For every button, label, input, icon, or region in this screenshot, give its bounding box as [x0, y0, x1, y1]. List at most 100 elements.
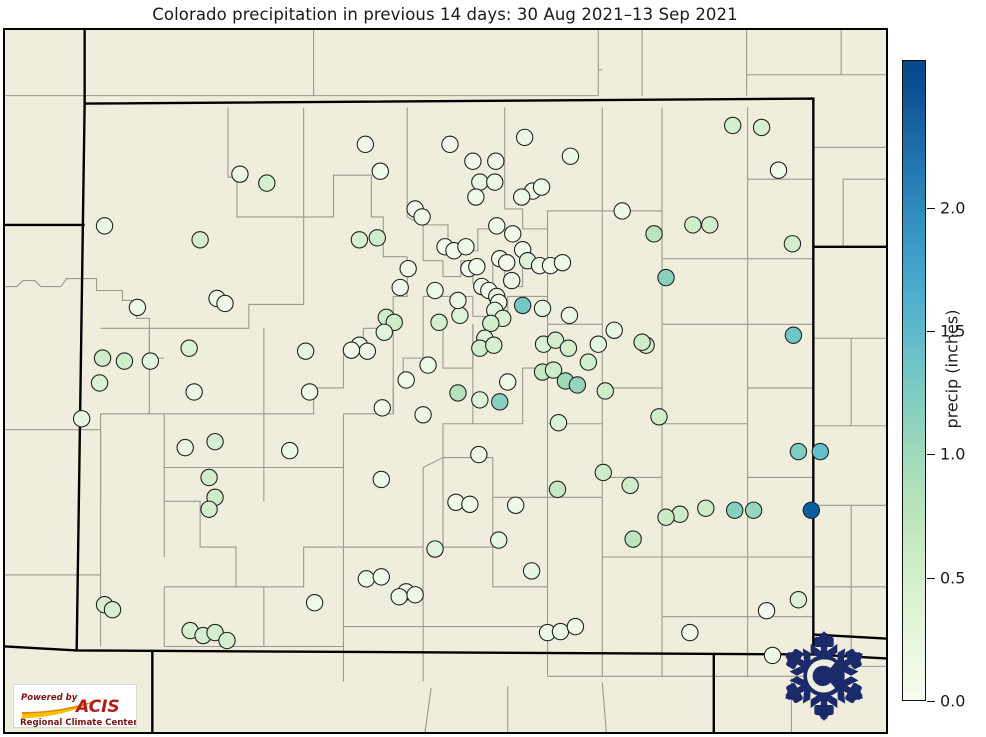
station-marker[interactable] — [744, 501, 763, 519]
station-marker[interactable] — [414, 406, 432, 424]
colorbar[interactable]: 2.0 1.5 1.0 0.5 0.0 — [902, 60, 965, 711]
station-marker[interactable] — [373, 399, 391, 417]
station-marker[interactable] — [566, 617, 585, 636]
station-marker[interactable] — [115, 352, 134, 370]
station-marker[interactable] — [467, 188, 485, 206]
station-marker[interactable] — [485, 336, 503, 354]
station-marker[interactable] — [621, 476, 639, 495]
station-marker[interactable] — [512, 188, 531, 206]
station-marker[interactable] — [128, 298, 147, 317]
station-marker[interactable] — [633, 333, 651, 351]
station-marker[interactable] — [533, 299, 552, 318]
station-marker[interactable] — [553, 253, 572, 272]
station-marker[interactable] — [356, 135, 375, 154]
station-marker[interactable] — [191, 231, 209, 249]
station-marker[interactable] — [372, 568, 391, 586]
station-marker[interactable] — [413, 208, 431, 226]
station-marker[interactable] — [784, 326, 803, 344]
station-marker[interactable] — [783, 235, 802, 253]
station-marker[interactable] — [95, 217, 114, 235]
station-marker[interactable] — [342, 341, 361, 359]
station-marker[interactable] — [548, 480, 567, 499]
station-marker[interactable] — [357, 570, 376, 588]
station-marker[interactable] — [451, 306, 469, 325]
station-marker[interactable] — [200, 500, 218, 518]
station-marker[interactable] — [470, 445, 488, 464]
station-marker[interactable] — [486, 173, 504, 191]
station-marker[interactable] — [457, 238, 475, 256]
station-marker[interactable] — [513, 296, 532, 315]
station-marker[interactable] — [180, 339, 198, 357]
station-marker[interactable] — [390, 588, 408, 606]
station-marker[interactable] — [430, 313, 448, 332]
station-marker[interactable] — [103, 600, 122, 619]
map-panel[interactable]: Powered by ACIS Regional Climate Centers — [3, 28, 888, 734]
station-marker[interactable] — [206, 432, 224, 451]
station-marker[interactable] — [206, 623, 224, 642]
station-marker[interactable] — [305, 594, 324, 612]
station-marker[interactable] — [515, 128, 534, 147]
station-marker[interactable] — [426, 540, 444, 558]
station-marker[interactable] — [763, 646, 782, 665]
station-marker[interactable] — [200, 468, 218, 487]
station-marker[interactable] — [725, 501, 744, 519]
station-marker[interactable] — [506, 496, 525, 514]
station-marker[interactable] — [613, 202, 631, 220]
station-marker[interactable] — [723, 116, 742, 135]
station-marker[interactable] — [449, 384, 467, 402]
station-marker[interactable] — [487, 152, 505, 170]
station-marker[interactable] — [499, 373, 517, 391]
station-marker[interactable] — [372, 470, 391, 489]
station-marker[interactable] — [568, 376, 587, 394]
station-marker[interactable] — [375, 323, 393, 341]
station-marker[interactable] — [449, 291, 467, 310]
station-marker[interactable] — [551, 622, 570, 641]
station-marker[interactable] — [491, 393, 509, 411]
station-marker[interactable] — [468, 257, 486, 276]
station-marker[interactable] — [141, 352, 160, 370]
station-markers[interactable] — [72, 116, 830, 665]
station-marker[interactable] — [546, 331, 565, 349]
station-marker[interactable] — [391, 278, 409, 297]
station-marker[interactable] — [490, 531, 508, 549]
station-marker[interactable] — [697, 499, 715, 517]
station-marker[interactable] — [684, 216, 702, 234]
station-marker[interactable] — [397, 371, 415, 389]
station-marker[interactable] — [594, 463, 612, 482]
station-marker[interactable] — [426, 281, 444, 300]
station-marker[interactable] — [231, 165, 249, 183]
station-marker[interactable] — [503, 225, 522, 243]
station-marker[interactable] — [811, 442, 830, 461]
station-marker[interactable] — [559, 339, 578, 357]
station-marker[interactable] — [471, 391, 489, 409]
station-marker[interactable] — [498, 253, 516, 272]
station-marker[interactable] — [419, 356, 437, 374]
station-marker[interactable] — [605, 321, 623, 339]
station-marker[interactable] — [502, 271, 521, 290]
station-marker[interactable] — [72, 410, 91, 428]
station-marker[interactable] — [522, 562, 541, 580]
station-marker[interactable] — [296, 342, 315, 360]
station-marker[interactable] — [358, 342, 377, 360]
station-marker[interactable] — [471, 173, 489, 191]
station-marker[interactable] — [350, 231, 369, 249]
station-marker[interactable] — [532, 178, 551, 196]
station-marker[interactable] — [624, 530, 642, 548]
station-marker[interactable] — [482, 314, 500, 333]
station-marker[interactable] — [544, 361, 563, 379]
station-marker[interactable] — [461, 495, 479, 513]
station-marker[interactable] — [579, 353, 598, 371]
station-marker[interactable] — [90, 374, 109, 392]
colorado-precipitation-map[interactable] — [5, 30, 886, 732]
station-marker[interactable] — [589, 335, 608, 353]
station-marker[interactable] — [789, 442, 808, 461]
station-marker[interactable] — [561, 147, 580, 165]
station-marker[interactable] — [645, 225, 663, 243]
station-marker[interactable] — [560, 306, 579, 325]
station-marker[interactable] — [789, 591, 808, 609]
station-marker[interactable] — [596, 382, 614, 400]
station-marker[interactable] — [549, 414, 568, 432]
station-marker[interactable] — [657, 508, 675, 526]
station-marker[interactable] — [802, 501, 821, 519]
station-marker[interactable] — [218, 631, 236, 650]
